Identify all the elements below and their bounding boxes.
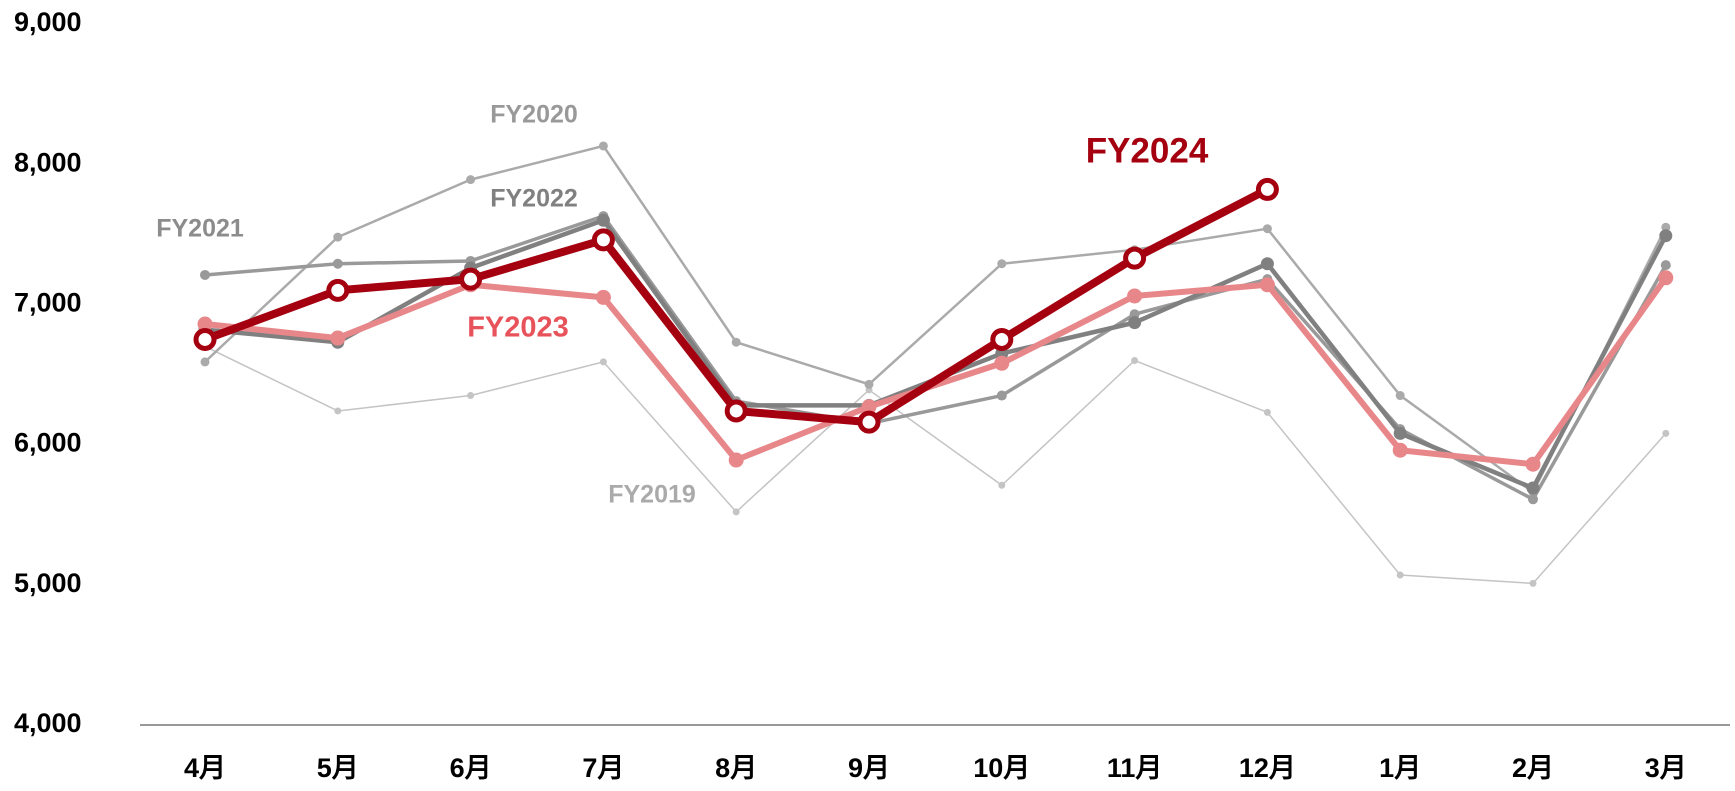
x-tick-label: 11月 (1107, 753, 1163, 783)
point (200, 269, 210, 280)
point (731, 337, 741, 347)
y-tick-label: 6,000 (14, 428, 82, 458)
y-tick-label: 9,000 (14, 7, 82, 37)
point (1660, 260, 1671, 271)
point (1393, 426, 1407, 440)
point (728, 452, 744, 468)
point (1659, 229, 1673, 243)
series-line (204, 345, 1667, 585)
series-line (204, 144, 1667, 494)
point (595, 289, 611, 305)
point (200, 357, 210, 367)
point (1123, 246, 1147, 270)
point (1128, 316, 1142, 330)
point (997, 259, 1007, 269)
series-label: FY2022 (490, 185, 578, 213)
point (1260, 257, 1274, 271)
series-label: FY2021 (156, 215, 244, 243)
point (1525, 456, 1541, 472)
series-line (204, 276, 1669, 468)
point (994, 355, 1010, 371)
x-tick-label: 12月 (1239, 753, 1296, 783)
point (1263, 408, 1271, 416)
point (1262, 224, 1272, 234)
point (1526, 481, 1540, 495)
point (1131, 356, 1139, 364)
point (326, 278, 350, 302)
point (857, 410, 881, 434)
point (596, 213, 610, 227)
point (1396, 571, 1404, 579)
point (864, 379, 874, 389)
point (996, 390, 1007, 401)
x-tick-label: 9月 (848, 753, 890, 783)
x-tick-label: 8月 (715, 753, 757, 783)
point (1529, 579, 1537, 587)
point (1395, 391, 1405, 401)
point (466, 175, 476, 185)
point (459, 267, 483, 291)
point (1392, 442, 1408, 458)
point (990, 327, 1014, 351)
x-tick-label: 5月 (317, 753, 359, 783)
x-tick-label: 1月 (1379, 753, 1421, 783)
x-tick-label: 3月 (1645, 753, 1687, 783)
point (1662, 429, 1670, 437)
point (598, 141, 608, 151)
point (1658, 270, 1674, 286)
x-tick-label: 6月 (450, 753, 492, 783)
series-label: FY2024 (1086, 131, 1209, 170)
y-tick-label: 4,000 (14, 708, 82, 738)
point (333, 232, 343, 242)
point (193, 327, 217, 351)
point (861, 399, 877, 415)
point (197, 316, 213, 332)
series-label: FY2020 (490, 101, 578, 129)
point (1127, 288, 1143, 304)
point (1661, 222, 1671, 232)
point (724, 399, 748, 423)
point (334, 407, 342, 415)
point (998, 481, 1006, 489)
point (591, 228, 615, 252)
point (330, 330, 346, 346)
x-tick-label: 7月 (582, 753, 624, 783)
y-tick-label: 7,000 (14, 288, 82, 318)
series-label: FY2019 (608, 481, 696, 509)
point (467, 392, 475, 400)
point (1255, 177, 1279, 201)
series-label: FY2023 (467, 312, 569, 344)
x-tick-label: 10月 (973, 753, 1030, 783)
point (332, 258, 343, 269)
point (1259, 277, 1275, 293)
x-tick-label: 2月 (1512, 753, 1554, 783)
y-tick-label: 8,000 (14, 147, 82, 177)
point (732, 508, 740, 516)
point (599, 358, 607, 366)
x-tick-label: 4月 (184, 753, 226, 783)
y-tick-label: 5,000 (14, 568, 82, 598)
point (1528, 494, 1538, 505)
